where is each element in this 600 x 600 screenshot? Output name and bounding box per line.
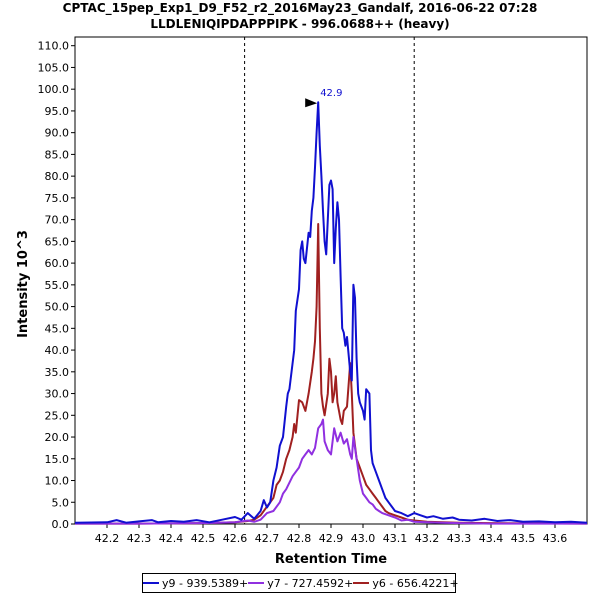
x-tick-label: 43.6 [543,532,568,545]
y-tick-label: 85.0 [45,148,70,161]
x-tick-label: 43.2 [415,532,440,545]
y-tick-label: 110.0 [38,40,70,53]
chart-subtitle: LLDLENIQIPDAPPPIPK - 996.0688++ (heavy) [150,17,450,31]
y-tick-label: 75.0 [45,192,70,205]
y-tick-label: 100.0 [38,83,70,96]
x-tick-label: 42.9 [319,532,344,545]
peak-marker-icon [305,98,318,108]
x-tick-label: 43.1 [383,532,408,545]
y-tick-label: 10.0 [45,475,70,488]
y-tick-label: 25.0 [45,409,70,422]
y-tick-label: 20.0 [45,431,70,444]
legend-swatch [143,582,159,584]
legend-label: y7 - 727.4592+ [267,576,354,590]
y-tick-label: 40.0 [45,344,70,357]
y-tick-label: 50.0 [45,301,70,314]
y-axis-label: Intensity 10^3 [16,230,31,338]
chart-title: CPTAC_15pep_Exp1_D9_F52_r2_2016May23_Gan… [62,1,538,15]
y-tick-label: 105.0 [38,61,70,74]
y-tick-label: 80.0 [45,170,70,183]
plot-frame [74,36,588,525]
y-tick-label: 5.0 [52,496,70,509]
series-line [74,101,588,524]
y-tick-label: 90.0 [45,127,70,140]
series-line [75,418,587,525]
axes-layer: 0.0 5.0 10.0 15.0 20.0 25.0 30.0 35.0 40.0 45.0 50… [38,36,588,545]
annotation-layer: 42.9 [305,88,342,108]
y-tick-label: 45.0 [45,322,70,335]
y-tick-label: 60.0 [45,257,70,270]
legend-swatch [248,582,265,584]
x-axis-label: Retention Time [275,552,387,567]
series-line [75,223,588,525]
peak-label: 42.9 [320,88,342,99]
y-tick-label: 70.0 [45,214,70,227]
legend-label: y9 - 939.5389+ [162,576,249,590]
legend-item: y7 - 727.4592+ [248,577,353,590]
x-tick-label: 42.4 [159,532,184,545]
y-tick-label: 0.0 [52,518,70,531]
x-tick-label: 43.5 [511,532,536,545]
series-layer [74,101,588,525]
legend-item: y6 - 656.4221+ [353,576,459,590]
x-tick-label: 43.0 [351,532,376,545]
x-tick-label: 43.4 [479,532,504,545]
x-tick-label: 42.7 [255,532,280,545]
legend-label: y6 - 656.4221+ [372,576,459,590]
y-tick-label: 65.0 [45,235,70,248]
y-tick-label: 95.0 [45,105,70,118]
x-tick-label: 42.6 [223,532,248,545]
x-tick-label: 43.3 [447,532,472,545]
y-tick-label: 30.0 [45,388,70,401]
x-tick-label: 42.5 [191,532,216,545]
y-tick-label: 15.0 [45,453,70,466]
legend-item: y9 - 939.5389+ [143,577,248,590]
legend-swatch [353,582,370,584]
y-tick-label: 55.0 [45,279,70,292]
x-tick-label: 42.3 [127,532,152,545]
legend: y9 - 939.5389+ y7 - 727.4592+ y6 - 656.422… [142,573,459,593]
y-tick-label: 35.0 [45,366,70,379]
x-tick-label: 42.2 [95,532,120,545]
x-tick-label: 42.8 [287,532,312,545]
